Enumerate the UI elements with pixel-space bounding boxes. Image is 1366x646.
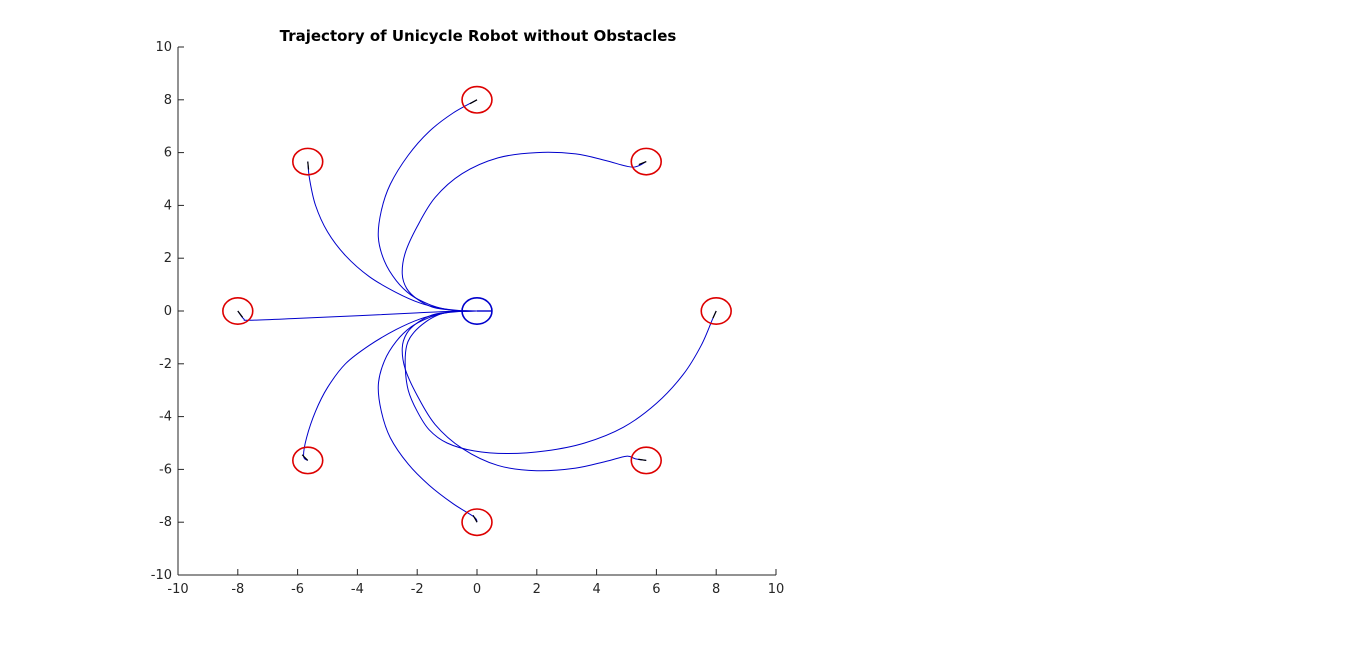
heading-mark-8 xyxy=(237,310,244,318)
x-tick-label: -10 xyxy=(167,582,188,597)
y-tick-label: 6 xyxy=(164,146,172,161)
y-tick-label: -10 xyxy=(151,568,172,583)
heading-mark-3 xyxy=(638,458,647,462)
x-tick-label: 2 xyxy=(533,582,541,597)
y-tick-label: -8 xyxy=(159,515,172,530)
start-circle-7 xyxy=(292,446,324,475)
chart-title: Trajectory of Unicycle Robot without Obs… xyxy=(280,27,677,45)
y-tick-label: -2 xyxy=(159,357,172,372)
y-tick-label: 8 xyxy=(164,93,172,108)
axes: -10 -8 -6 -4 -2 0 2 4 6 8 10 -10 -8 -6 -4 -2 0 2 4 6 8 10 xyxy=(151,40,785,597)
marker-layer xyxy=(222,85,732,537)
y-tick-label: 10 xyxy=(155,40,172,55)
heading-mark-4 xyxy=(469,99,478,105)
trajectory-line-6 xyxy=(307,161,478,312)
start-circle-2 xyxy=(630,147,662,176)
start-circle-4 xyxy=(461,85,493,114)
x-tick-label: 10 xyxy=(768,582,785,597)
trajectory-line-3 xyxy=(401,310,647,472)
x-tick-label: 4 xyxy=(592,582,600,597)
trajectory-line-2 xyxy=(401,151,647,312)
series-layer xyxy=(237,99,717,523)
heading-mark-6 xyxy=(307,161,310,170)
x-tick-label: 8 xyxy=(712,582,720,597)
trajectory-line-8 xyxy=(237,310,478,321)
heading-mark-7 xyxy=(301,454,309,461)
heading-mark-2 xyxy=(638,161,647,166)
trajectory-line-7 xyxy=(303,310,478,461)
y-tick-label: 0 xyxy=(164,304,172,319)
x-tick-label: -6 xyxy=(291,582,304,597)
y-tick-label: 4 xyxy=(164,198,172,213)
start-circle-3 xyxy=(630,446,662,475)
x-tick-label: -2 xyxy=(411,582,424,597)
x-tick-label: -8 xyxy=(231,582,244,597)
x-tick-label: -4 xyxy=(351,582,364,597)
start-circle-5 xyxy=(461,508,493,537)
start-circle-8 xyxy=(222,296,254,325)
start-circle-1 xyxy=(700,296,732,325)
heading-mark-5 xyxy=(472,514,478,523)
y-tick-label: -4 xyxy=(159,410,172,425)
y-tick-label: -6 xyxy=(159,462,172,477)
start-circle-6 xyxy=(292,147,324,176)
trajectory-line-1 xyxy=(404,310,717,455)
heading-mark-1 xyxy=(712,310,717,319)
x-tick-label: 6 xyxy=(652,582,660,597)
y-tick-label: 2 xyxy=(164,251,172,266)
x-tick-label: 0 xyxy=(473,582,481,597)
